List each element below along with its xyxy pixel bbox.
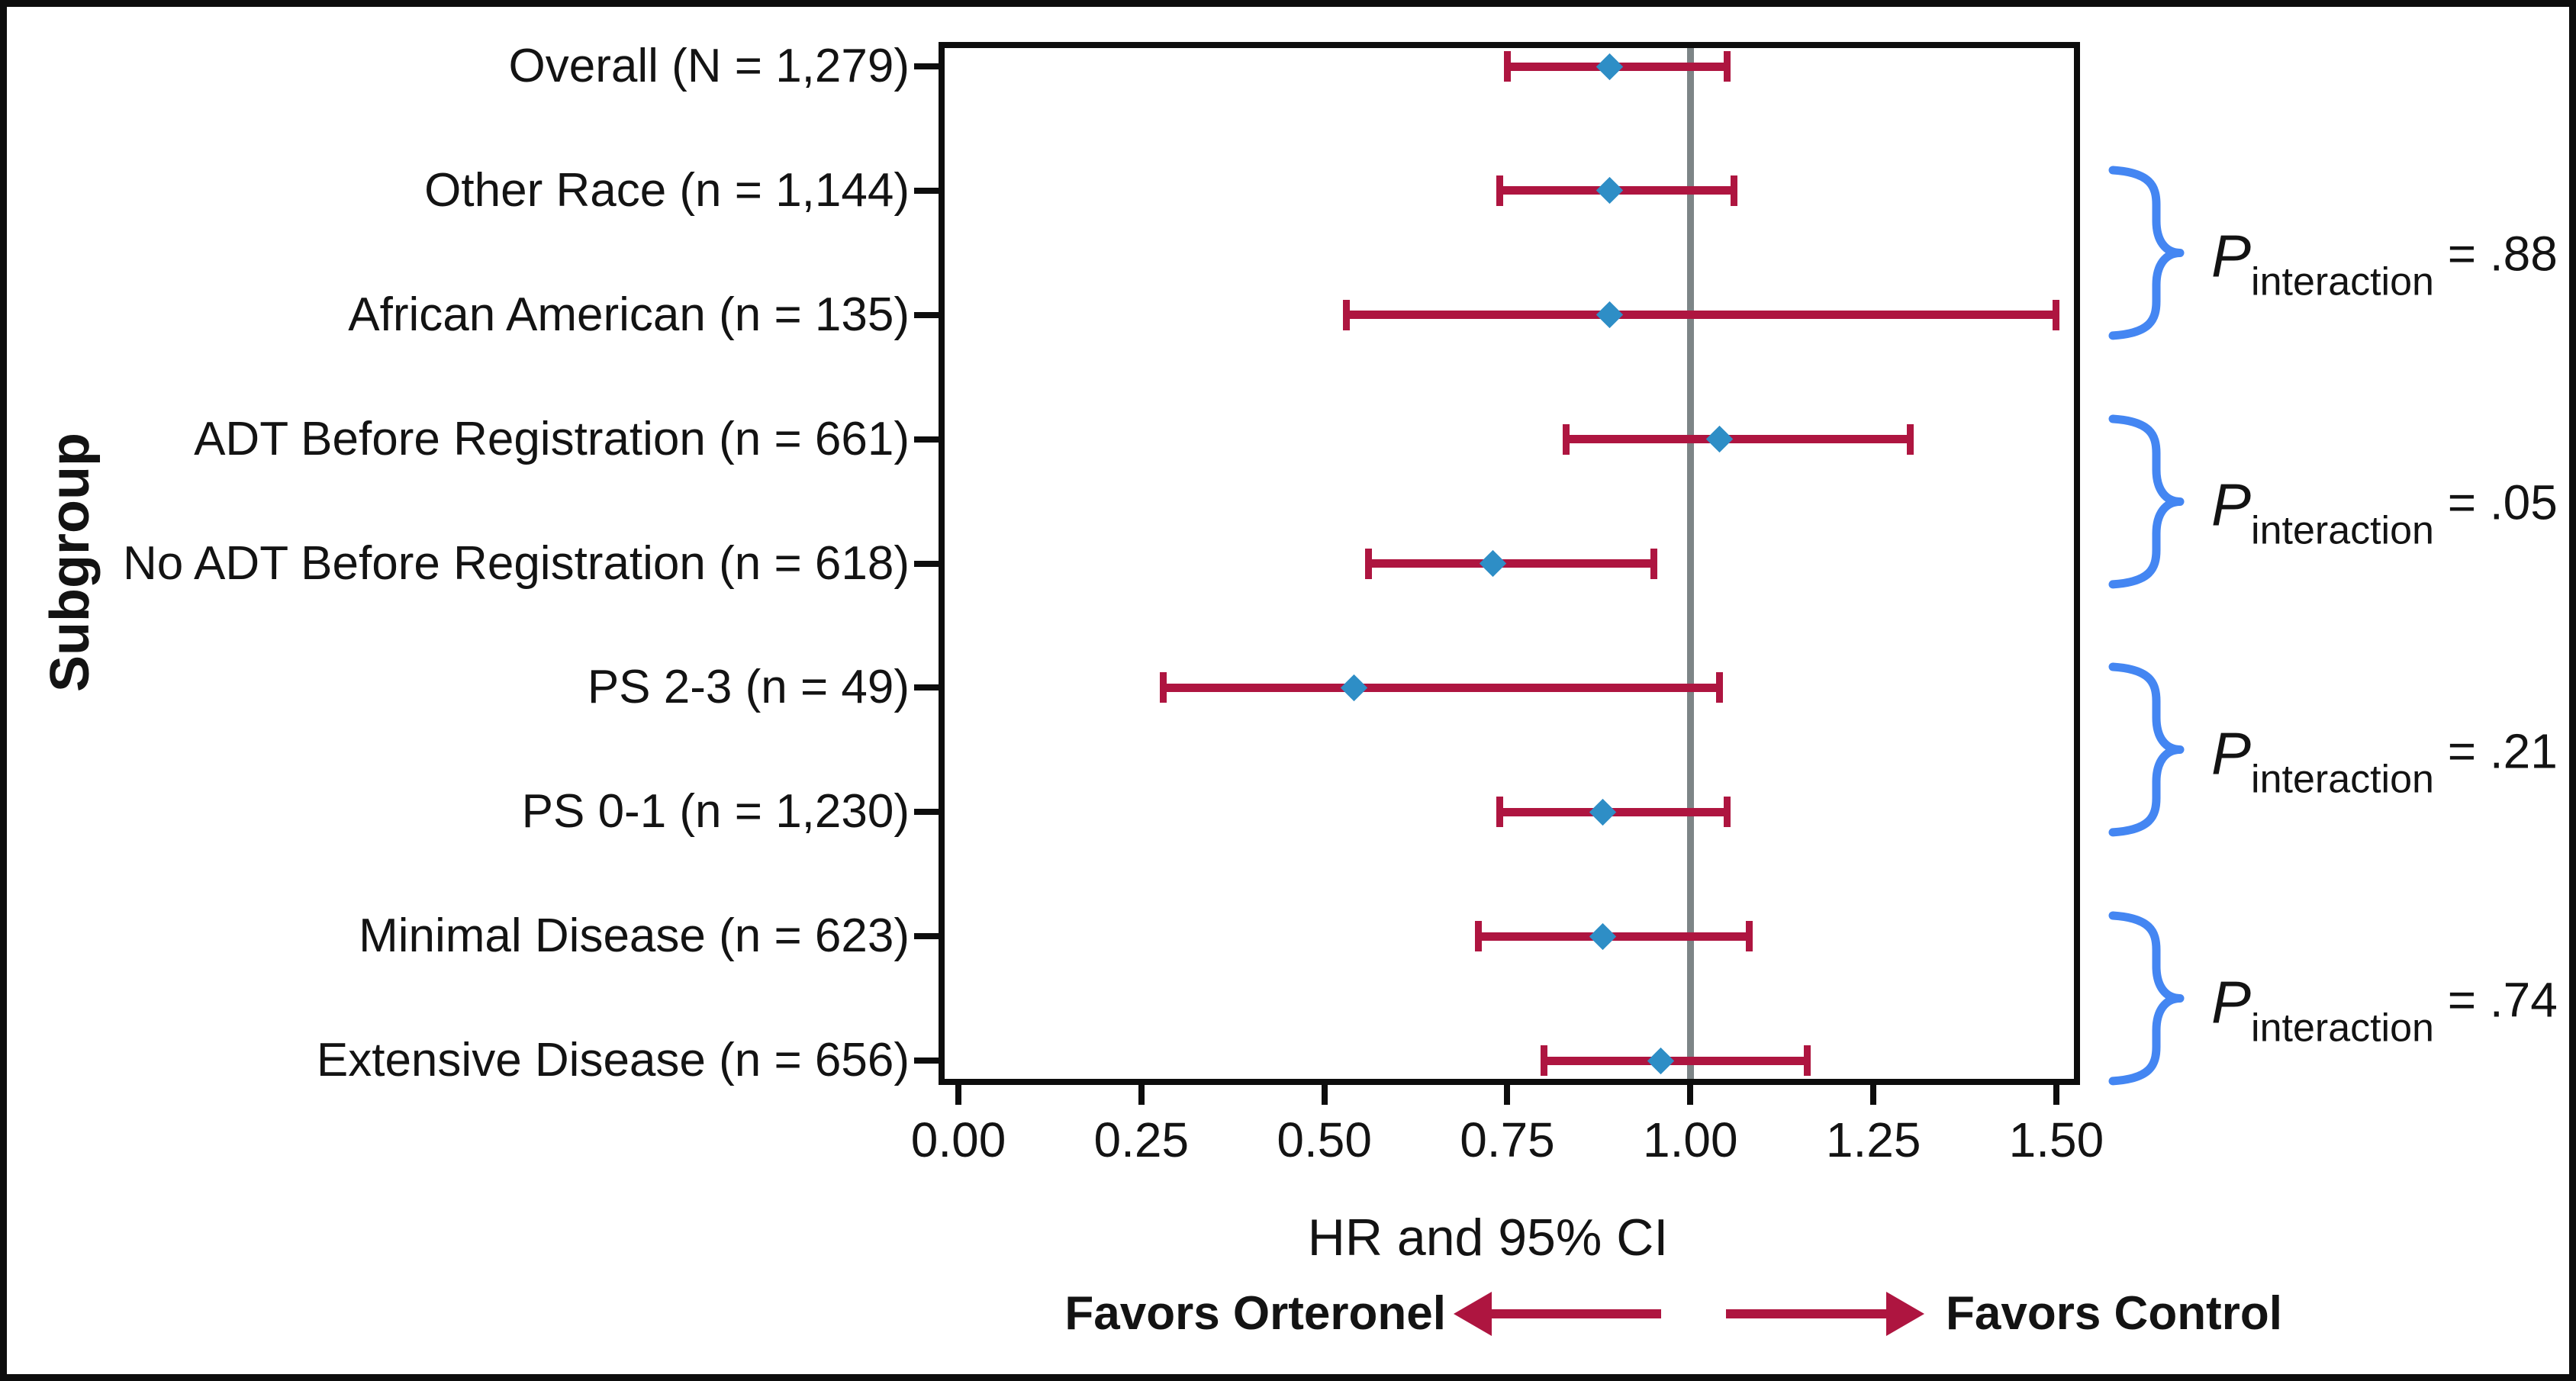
- x-axis-tick-label: 1.25: [1825, 1112, 1921, 1167]
- group-brace: [2108, 911, 2185, 1086]
- ci-cap-lower: [1496, 175, 1504, 206]
- p-value: = .05: [2433, 475, 2558, 530]
- ci-cap-upper: [1716, 672, 1724, 703]
- x-axis-tick: [2053, 1085, 2059, 1105]
- x-axis-tick: [1870, 1085, 1877, 1105]
- ci-cap-upper: [2053, 299, 2060, 330]
- x-axis-tick: [1138, 1085, 1145, 1105]
- row-label: No ADT Before Registration (n = 618): [123, 536, 910, 590]
- y-axis-tick: [914, 63, 939, 69]
- row-label: Extensive Disease (n = 656): [316, 1034, 910, 1086]
- ci-cap-lower: [1474, 921, 1482, 952]
- ci-bar: [1566, 435, 1911, 444]
- right-arrow-icon: [1726, 1292, 1924, 1336]
- x-axis-tick-label: 0.00: [910, 1112, 1006, 1167]
- x-axis-tick: [955, 1085, 961, 1105]
- y-axis-tick: [914, 684, 939, 691]
- ci-cap-upper: [1723, 797, 1731, 828]
- x-axis-tick: [1321, 1085, 1328, 1105]
- reference-line: [1686, 48, 1694, 1079]
- p-symbol: P: [2211, 471, 2252, 539]
- p-symbol: P: [2211, 719, 2252, 787]
- x-axis-tick-label: 0.25: [1093, 1112, 1190, 1167]
- ci-cap-upper: [1745, 921, 1753, 952]
- ci-cap-lower: [1364, 548, 1372, 579]
- left-arrow-icon: [1454, 1292, 1661, 1336]
- p-symbol: P: [2211, 222, 2252, 290]
- plot-border: [939, 42, 2080, 1085]
- x-axis-tick: [1687, 1085, 1694, 1105]
- p-symbol: P: [2211, 968, 2252, 1036]
- y-axis-tick: [914, 311, 939, 318]
- ci-bar: [1368, 559, 1654, 568]
- group-brace: [2108, 166, 2185, 340]
- y-axis-tick: [914, 187, 939, 194]
- y-axis-tick: [914, 1057, 939, 1064]
- ci-cap-lower: [1342, 299, 1350, 330]
- p-interaction-label: Pinteraction = .21: [2211, 719, 2558, 802]
- row-label: Minimal Disease (n = 623): [359, 909, 910, 963]
- p-subscript: interaction: [2251, 508, 2434, 553]
- row-label: ADT Before Registration (n = 661): [194, 412, 910, 465]
- ci-bar: [1163, 683, 1720, 692]
- row-label: Overall (N = 1,279): [508, 40, 910, 92]
- legend-favors-left-label: Favors Orteronel: [1064, 1287, 1446, 1340]
- y-axis-tick: [914, 560, 939, 567]
- p-interaction-label: Pinteraction = .05: [2211, 471, 2558, 554]
- group-brace: [2108, 662, 2185, 837]
- legend-favors-right-label: Favors Control: [1946, 1287, 2282, 1340]
- x-axis-tick-label: 1.00: [1643, 1112, 1738, 1167]
- row-label: Other Race (n = 1,144): [424, 163, 910, 217]
- ci-cap-lower: [1562, 423, 1570, 455]
- x-axis-tick-label: 0.50: [1277, 1112, 1372, 1167]
- ci-cap-lower: [1160, 672, 1167, 703]
- x-axis-title: HR and 95% CI: [1307, 1209, 1669, 1267]
- ci-cap-lower: [1496, 797, 1504, 828]
- p-subscript: interaction: [2251, 259, 2434, 304]
- x-axis-tick: [1504, 1085, 1511, 1105]
- ci-cap-lower: [1503, 51, 1511, 82]
- ci-cap-upper: [1650, 548, 1657, 579]
- ci-cap-upper: [1906, 423, 1914, 455]
- row-label: African American (n = 135): [348, 288, 910, 341]
- p-value: = .74: [2433, 972, 2558, 1028]
- ci-cap-upper: [1731, 175, 1738, 206]
- y-axis-tick: [914, 933, 939, 940]
- ci-bar: [1544, 1056, 1808, 1065]
- x-axis-tick-label: 0.75: [1460, 1112, 1555, 1167]
- row-label: PS 2-3 (n = 49): [587, 661, 910, 714]
- y-axis-tick: [914, 436, 939, 443]
- ci-bar: [1346, 311, 2056, 320]
- p-subscript: interaction: [2251, 757, 2434, 802]
- group-brace: [2108, 414, 2185, 588]
- row-label: PS 0-1 (n = 1,230): [521, 785, 910, 839]
- ci-cap-upper: [1723, 51, 1731, 82]
- p-subscript: interaction: [2251, 1006, 2434, 1051]
- ci-cap-lower: [1540, 1045, 1547, 1076]
- p-interaction-label: Pinteraction = .74: [2211, 967, 2558, 1051]
- p-value: = .88: [2433, 226, 2558, 282]
- x-axis-tick-label: 1.50: [2008, 1112, 2104, 1167]
- ci-cap-upper: [1804, 1045, 1811, 1076]
- p-value: = .21: [2433, 723, 2558, 779]
- y-axis-tick: [914, 809, 939, 816]
- p-interaction-label: Pinteraction = .88: [2211, 222, 2558, 305]
